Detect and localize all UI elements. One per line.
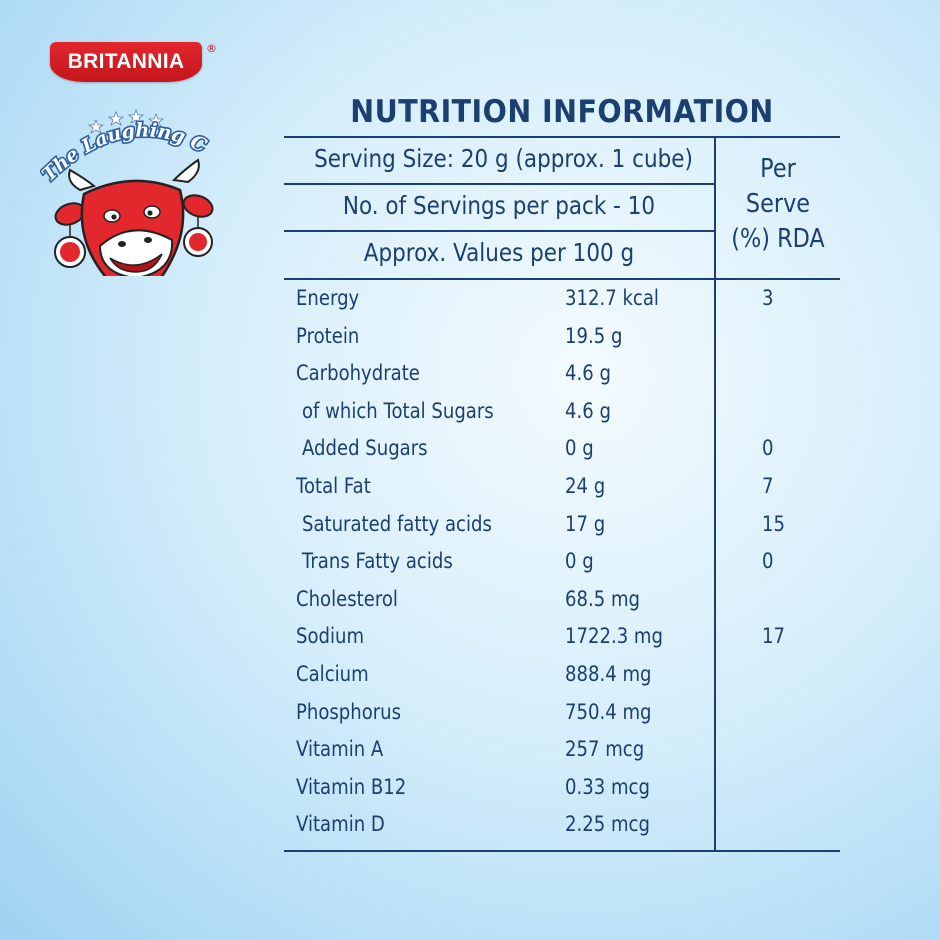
laughing-cow-logo: The Laughing Cow (40, 86, 214, 276)
nutrient-name: Calcium (296, 661, 369, 686)
servings-per-pack: No. of Servings per pack - 10 (342, 191, 656, 220)
nutrient-value: 0 g (565, 549, 594, 574)
table-row: Energy 312.7 kcal 3 (284, 282, 840, 320)
brand-name: BRITANNIA (67, 50, 185, 73)
table-row: Trans Fatty acids 0 g 0 (284, 545, 840, 583)
serving-size: Serving Size: 20 g (approx. 1 cube) (314, 144, 693, 173)
nutrient-rda: 7 (762, 473, 774, 498)
nutrient-value: 257 mcg (565, 737, 645, 762)
nutrient-name: of which Total Sugars (302, 398, 494, 423)
nutrient-value: 19.5 g (565, 323, 623, 348)
nutrient-name: Sodium (296, 624, 365, 649)
earring-icon (54, 216, 213, 268)
table-row: Cholesterol 68.5 mg (284, 583, 840, 621)
nutrient-value: 750.4 mg (565, 699, 652, 724)
table-top-rule (284, 136, 840, 138)
nutrient-name: Energy (296, 286, 360, 310)
header-bottom-rule (284, 278, 840, 280)
table-row: Total Fat 24 g 7 (284, 470, 840, 508)
brand-logo: BRITANNIA ® The Laughing Cow (40, 38, 230, 278)
column-divider (714, 136, 716, 852)
header-divider (284, 183, 714, 185)
nutrient-value: 2.25 mcg (565, 812, 650, 837)
nutrient-value: 68.5 mg (565, 586, 641, 611)
nutrient-rda: 17 (762, 624, 785, 649)
nutrient-name: Saturated fatty acids (302, 511, 492, 536)
nutrient-value: 0 g (565, 436, 594, 461)
registered-mark: ® (206, 42, 217, 55)
table-row: Calcium 888.4 mg (284, 658, 840, 696)
nutrient-rda: 0 (762, 549, 774, 574)
table-row: Carbohydrate 4.6 g (284, 357, 840, 395)
table-row: Vitamin B12 0.33 mcg (284, 771, 840, 809)
nutrient-name: Vitamin D (296, 812, 385, 837)
nutrient-name: Cholesterol (296, 586, 398, 611)
nutrient-rda: 15 (762, 511, 785, 536)
nutrient-name: Protein (296, 323, 360, 348)
table-row: Phosphorus 750.4 mg (284, 696, 840, 734)
nutrient-value: 4.6 g (565, 398, 611, 423)
nutrient-value: 312.7 kcal (565, 286, 659, 310)
nutrition-title: NUTRITION INFORMATION (350, 94, 774, 130)
rda-header-line: (%) RDA (731, 224, 825, 254)
nutrient-name: Carbohydrate (296, 361, 420, 386)
nutrient-value: 4.6 g (565, 361, 611, 386)
nutrient-value: 0.33 mcg (565, 774, 650, 799)
rda-header-line: Serve (745, 189, 811, 219)
table-row: Sodium 1722.3 mg 17 (284, 620, 840, 658)
table-row: Protein 19.5 g (284, 320, 840, 358)
nutrient-rda: 0 (762, 436, 774, 461)
rda-header-line: Per (760, 154, 796, 184)
table-row: Vitamin A 257 mcg (284, 733, 840, 771)
nutrient-value: 888.4 mg (565, 661, 652, 686)
nutrient-name: Trans Fatty acids (302, 549, 453, 574)
nutrient-name: Total Fat (296, 473, 371, 498)
nutrition-table: Serving Size: 20 g (approx. 1 cube) No. … (284, 136, 840, 852)
nutrient-value: 1722.3 mg (565, 624, 663, 649)
table-bottom-rule (284, 850, 840, 852)
rda-header: Per Serve (%) RDA (725, 152, 832, 257)
table-row: Vitamin D 2.25 mcg (284, 808, 840, 846)
table-row: Added Sugars 0 g 0 (284, 432, 840, 470)
nutrient-name: Phosphorus (296, 699, 402, 724)
nutrient-value: 24 g (565, 473, 606, 498)
nutrient-name: Vitamin A (296, 737, 384, 762)
nutrient-rows: Energy 312.7 kcal 3 Protein 19.5 g Carbo… (284, 282, 840, 846)
values-basis: Approx. Values per 100 g (363, 238, 635, 267)
nutrient-name: Vitamin B12 (296, 774, 407, 799)
britannia-badge: BRITANNIA (50, 42, 202, 82)
nutrient-name: Added Sugars (302, 436, 428, 461)
table-row: of which Total Sugars 4.6 g (284, 395, 840, 433)
nutrient-rda: 3 (762, 286, 774, 310)
nutrient-value: 17 g (565, 511, 606, 536)
stars-icon (87, 108, 165, 134)
table-row: Saturated fatty acids 17 g 15 (284, 508, 840, 546)
header-divider (284, 230, 714, 232)
